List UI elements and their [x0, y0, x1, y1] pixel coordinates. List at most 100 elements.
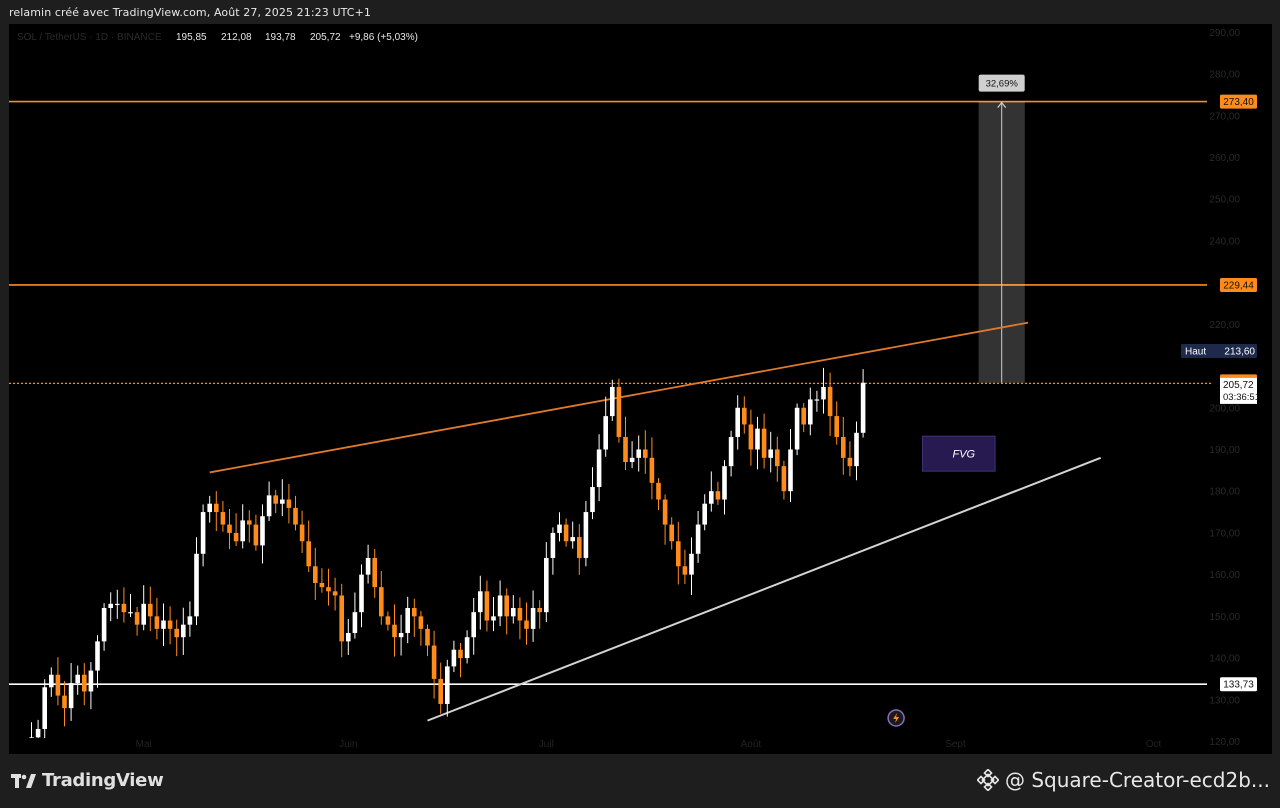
candle-body	[656, 482, 661, 500]
horizontal-levels	[9, 100, 1211, 686]
candle-body	[775, 449, 780, 467]
price-axis-label: 280,00	[1209, 70, 1240, 81]
candle-body	[709, 491, 714, 504]
candle-body	[596, 449, 602, 488]
price-axis-label: 250,00	[1209, 195, 1240, 206]
fvg-box	[922, 435, 996, 472]
candle-body	[735, 407, 740, 437]
candle-body	[695, 524, 701, 554]
candle-body	[128, 612, 133, 614]
current-price-value: 205,72	[1223, 380, 1254, 391]
candle-body	[286, 499, 292, 508]
candle-body	[451, 649, 457, 667]
time-axis: Mai Juin Juil Août Sept Oct	[9, 738, 1197, 754]
candle-body	[187, 616, 193, 625]
candle-body	[603, 416, 608, 450]
symbol-legend: SOL / TetherUS · 1D · BINANCE 195,85 212…	[17, 32, 418, 43]
candle-body	[141, 603, 146, 625]
candle-body	[530, 608, 536, 629]
candle-body	[464, 637, 470, 659]
candle-body	[101, 608, 107, 642]
candle-body	[550, 532, 556, 558]
price-axis-label: 130,00	[1209, 695, 1240, 706]
price-axis-label: 200,00	[1209, 403, 1240, 414]
candle-body	[247, 520, 252, 525]
candle-body	[768, 449, 773, 458]
support-trendline	[427, 456, 1102, 722]
high-label-value: 213,60	[1224, 347, 1255, 358]
candle-body	[326, 587, 331, 592]
candle-body	[860, 382, 866, 433]
candle-body	[412, 608, 417, 617]
candle-body	[319, 582, 325, 588]
candle-body	[478, 591, 483, 613]
candle-body	[755, 428, 760, 450]
price-axis-label: 160,00	[1209, 570, 1240, 581]
price-axis-label: 240,00	[1209, 236, 1240, 247]
candle-body	[841, 436, 846, 458]
axis-price-labels: 273,40229,44206,33133,73Haut213,60205,72…	[1181, 94, 1260, 692]
candle-body	[352, 612, 358, 634]
trendlines	[209, 321, 1102, 722]
candle-body	[808, 399, 813, 425]
price-chart[interactable]: 32,69% FVG 290,00 280,00 270,00 260,00 250,0…	[9, 24, 1272, 754]
price-axis-label: 170,00	[1209, 528, 1240, 539]
current-price-tag-bg	[1220, 377, 1257, 404]
candle-body	[827, 386, 833, 417]
candle-body	[233, 532, 239, 542]
candle-body	[167, 620, 173, 629]
candle-body	[801, 407, 806, 425]
chart-caption: relamin créé avec TradingView.com, Août …	[9, 6, 371, 19]
high-label-bg	[1181, 344, 1257, 359]
price-countdown: 03:36:51	[1223, 392, 1260, 403]
candle-body	[35, 728, 41, 738]
candle-body	[62, 695, 67, 709]
candle-body	[68, 683, 74, 709]
candle-body	[266, 495, 272, 517]
price-axis-label: 220,00	[1209, 320, 1240, 331]
candle-body	[854, 432, 859, 467]
candle-body	[517, 608, 523, 621]
candle-body	[821, 386, 826, 400]
candle-body	[405, 608, 410, 634]
candle-body	[273, 495, 278, 504]
tradingview-logo[interactable]: TradingView	[11, 770, 164, 791]
candle-body	[570, 537, 575, 542]
price-axis-label: 190,00	[1209, 445, 1240, 456]
candle-body	[220, 512, 226, 525]
candle-body	[557, 524, 562, 533]
candle-body	[781, 466, 787, 492]
candle-body	[794, 407, 800, 450]
level-price-tag: 133,73	[1223, 680, 1254, 691]
creator-watermark: @ Square-Creator-ecd2b...	[976, 768, 1270, 792]
tradingview-logo-icon	[11, 773, 37, 789]
candle-body	[577, 537, 582, 558]
time-axis-label: Sept	[945, 739, 966, 750]
candle-body	[590, 487, 595, 513]
price-axis: 290,00 280,00 270,00 260,00 250,00 240,00 220,…	[1209, 28, 1240, 748]
candle-body	[689, 553, 694, 575]
candle-body	[458, 649, 463, 659]
candle-body	[676, 541, 681, 567]
candle-body	[299, 524, 305, 542]
chart-area[interactable]: 32,69% FVG 290,00 280,00 270,00 260,00 250,0…	[9, 24, 1272, 754]
candle-body	[471, 612, 476, 638]
price-axis-label: 150,00	[1209, 612, 1240, 623]
candle-body	[524, 620, 529, 629]
candle-body	[748, 424, 754, 450]
candle-body	[511, 608, 516, 617]
projection-percent-label: 32,69%	[986, 79, 1019, 90]
candle-body	[649, 457, 655, 483]
candle-body	[280, 499, 285, 504]
candle-body	[742, 407, 747, 425]
candle-body	[385, 616, 391, 625]
candle-body	[702, 503, 707, 525]
candle-body	[346, 633, 351, 642]
time-axis-label: Août	[741, 739, 762, 750]
candle-body	[537, 608, 542, 613]
candle-body	[214, 503, 219, 513]
price-axis-label: 180,00	[1209, 487, 1240, 498]
candle-body	[121, 603, 127, 613]
candle-body	[616, 386, 622, 437]
candle-body	[491, 616, 496, 621]
